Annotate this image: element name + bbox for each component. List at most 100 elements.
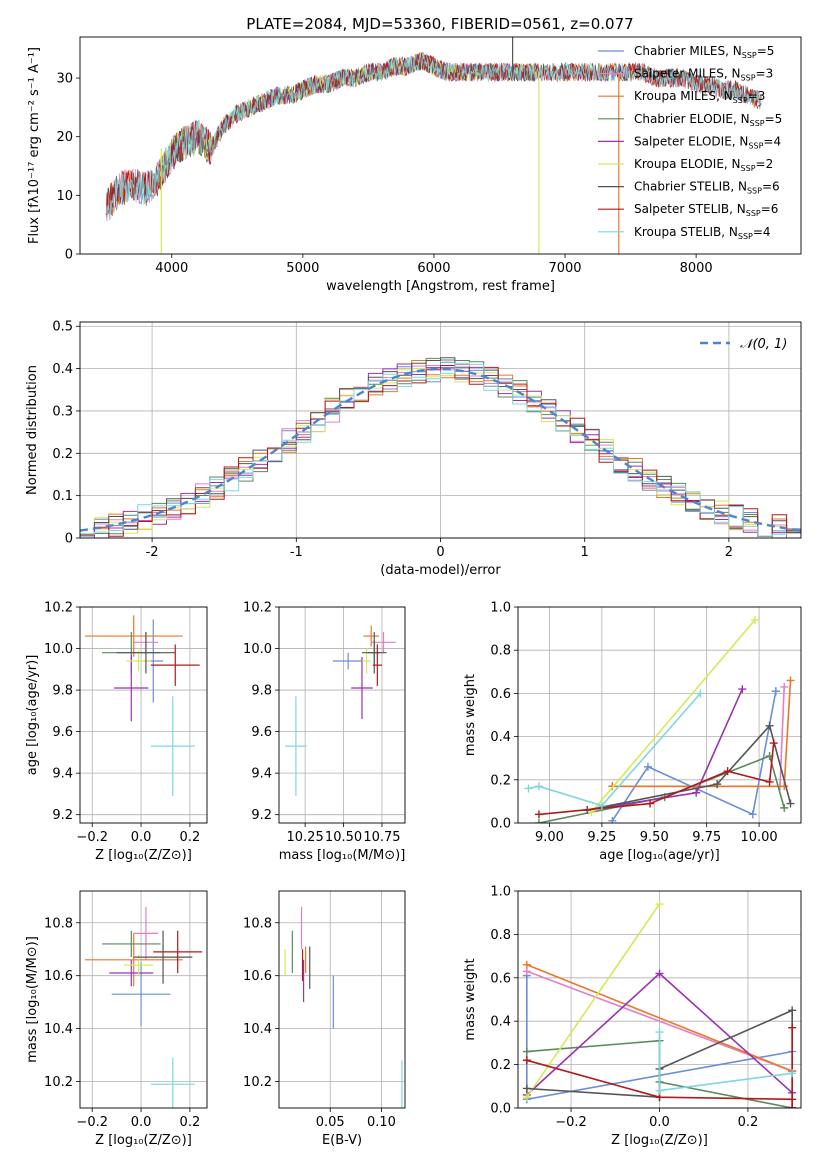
y-tick-label: 9.6 (52, 725, 73, 740)
plus-marker (713, 780, 722, 789)
y-axis-label: mass weight (463, 958, 478, 1040)
plus-marker (769, 739, 778, 748)
plus-marker (788, 1006, 797, 1015)
x-tick-label: 10.00 (740, 830, 777, 845)
y-tick-label: 0.4 (52, 362, 73, 377)
plus-marker (534, 810, 543, 819)
x-tick-label: 0.10 (367, 1115, 396, 1130)
line-kroupa-stelib (528, 692, 702, 807)
legend-label: Salpeter MILES, NSSP=3 (634, 67, 773, 83)
y-tick-label: 10.2 (44, 601, 73, 616)
plus-marker (608, 816, 617, 823)
errorbar-point (372, 644, 382, 686)
y-tick-label: 10.8 (44, 916, 73, 931)
residuals-frame (79, 321, 802, 539)
y-tick-label: 9.8 (52, 684, 73, 699)
histogram-chabrier-stelib (80, 357, 801, 538)
legend-label: Salpeter ELODIE, NSSP=4 (634, 134, 781, 150)
x-tick-label: 6000 (417, 261, 450, 276)
ebv-mass-frame (278, 890, 406, 1109)
spectrum-lines (105, 37, 762, 254)
plus-marker (748, 810, 757, 819)
y-tick-label: 9.6 (251, 725, 272, 740)
x-tick-label: -2 (146, 545, 159, 560)
y-tick-label: 10 (56, 189, 73, 204)
legend-label: Kroupa MILES, NSSP=3 (634, 89, 765, 105)
x-tick-label: 0.05 (316, 1115, 345, 1130)
z-mass-points (84, 906, 203, 1108)
plus-marker (655, 900, 664, 909)
plus-marker (597, 801, 606, 810)
plus-marker (655, 1028, 664, 1037)
line-kroupa-elodie (590, 619, 756, 813)
x-tick-label: 9.75 (692, 830, 721, 845)
y-tick-label: 0 (65, 248, 73, 263)
y-tick-label: 0.4 (490, 1015, 511, 1030)
plus-marker (522, 960, 531, 969)
x-axis-label: Z [log₁₀(Z/Z⊙)] (95, 1133, 192, 1148)
y-tick-label: 10.0 (243, 642, 272, 657)
line-chabrier-stelib (587, 724, 792, 811)
z-mass-axes: −0.2 0.0 0.2 10.2 10.4 10.6 10.8 Z [log₁₀(Z/Z⊙)… (25, 891, 207, 1148)
plus-marker (522, 1056, 531, 1065)
line-salpeter-elodie (587, 688, 744, 811)
spectrum-line-kroupa-stelib (105, 51, 762, 221)
errorbar-point (114, 654, 149, 722)
z-age-axes: −0.2 0.0 0.2 9.2 9.4 9.6 9.8 10.0 10.2 Z [log₁₀(Z… (25, 601, 207, 863)
y-tick-label: 0.5 (52, 320, 73, 335)
legend-label: Kroupa STELIB, NSSP=4 (634, 225, 771, 241)
y-tick-label: 10.4 (243, 1022, 272, 1037)
plus-marker (646, 799, 655, 808)
plus-marker (723, 767, 732, 776)
x-tick-label: 0.0 (131, 830, 152, 845)
age-weight-frame (517, 606, 802, 824)
y-tick-label: 9.2 (251, 808, 272, 823)
plus-marker (522, 1047, 531, 1056)
plus-marker (534, 819, 543, 823)
y-tick-label: 30 (56, 72, 73, 87)
age-weight-lines (524, 615, 795, 823)
plus-marker (608, 782, 617, 791)
residual-legend: 𝒩(0, 1) (700, 337, 787, 352)
y-tick-label: 20 (56, 130, 73, 145)
y-tick-label: 9.2 (52, 808, 73, 823)
line-salpeter-stelib (538, 743, 775, 816)
residual-histograms (80, 357, 801, 538)
plus-marker (780, 803, 789, 812)
y-tick-label: 0 (65, 532, 73, 547)
errorbar-point (111, 962, 171, 1026)
y-axis-label: mass weight (463, 674, 478, 756)
x-tick-label: 0.0 (131, 1115, 152, 1130)
x-tick-label: 0.2 (180, 830, 201, 845)
y-tick-label: 1.0 (490, 885, 511, 900)
y-tick-label: 9.4 (251, 767, 272, 782)
plus-marker (788, 1095, 797, 1104)
x-axis-label: E(B-V) (322, 1133, 362, 1148)
ebv-mass-points (284, 906, 403, 1108)
errorbar-point (150, 1057, 195, 1108)
errorbar-point (363, 625, 379, 647)
plus-marker (771, 687, 780, 696)
spectrum-legend: Chabrier MILES, NSSP=5 Salpeter MILES, NS… (598, 44, 782, 241)
plus-marker (655, 1086, 664, 1095)
x-axis-label: wavelength [Angstrom, rest frame] (326, 279, 555, 294)
plus-marker (643, 762, 652, 771)
legend-label: Salpeter STELIB, NSSP=6 (634, 202, 778, 218)
x-axis-label: (data-model)/error (380, 563, 501, 578)
y-tick-label: 0.0 (490, 817, 511, 832)
plus-marker (788, 1104, 797, 1108)
y-axis-label: age [log₁₀(age/yr)] (25, 655, 40, 776)
z-weight-axes: −0.2 0.0 0.2 0.0 0.2 0.4 0.6 0.8 1.0 Z [log₁₀(Z/Z… (463, 885, 801, 1148)
z-age-frame (79, 606, 208, 824)
y-tick-label: 0.6 (490, 687, 511, 702)
errorbar-point (123, 954, 154, 976)
y-axis-label: mass [log₁₀(M/M⊙)] (25, 936, 40, 1063)
plus-marker (534, 782, 543, 791)
mass-age-points (285, 625, 396, 796)
y-tick-label: 0.1 (52, 489, 73, 504)
errorbar-point (101, 930, 161, 958)
errorbar-point (109, 959, 154, 987)
plus-marker (765, 777, 774, 786)
legend-label: Kroupa ELODIE, NSSP=2 (634, 157, 773, 173)
x-tick-label: −0.2 (76, 830, 108, 845)
